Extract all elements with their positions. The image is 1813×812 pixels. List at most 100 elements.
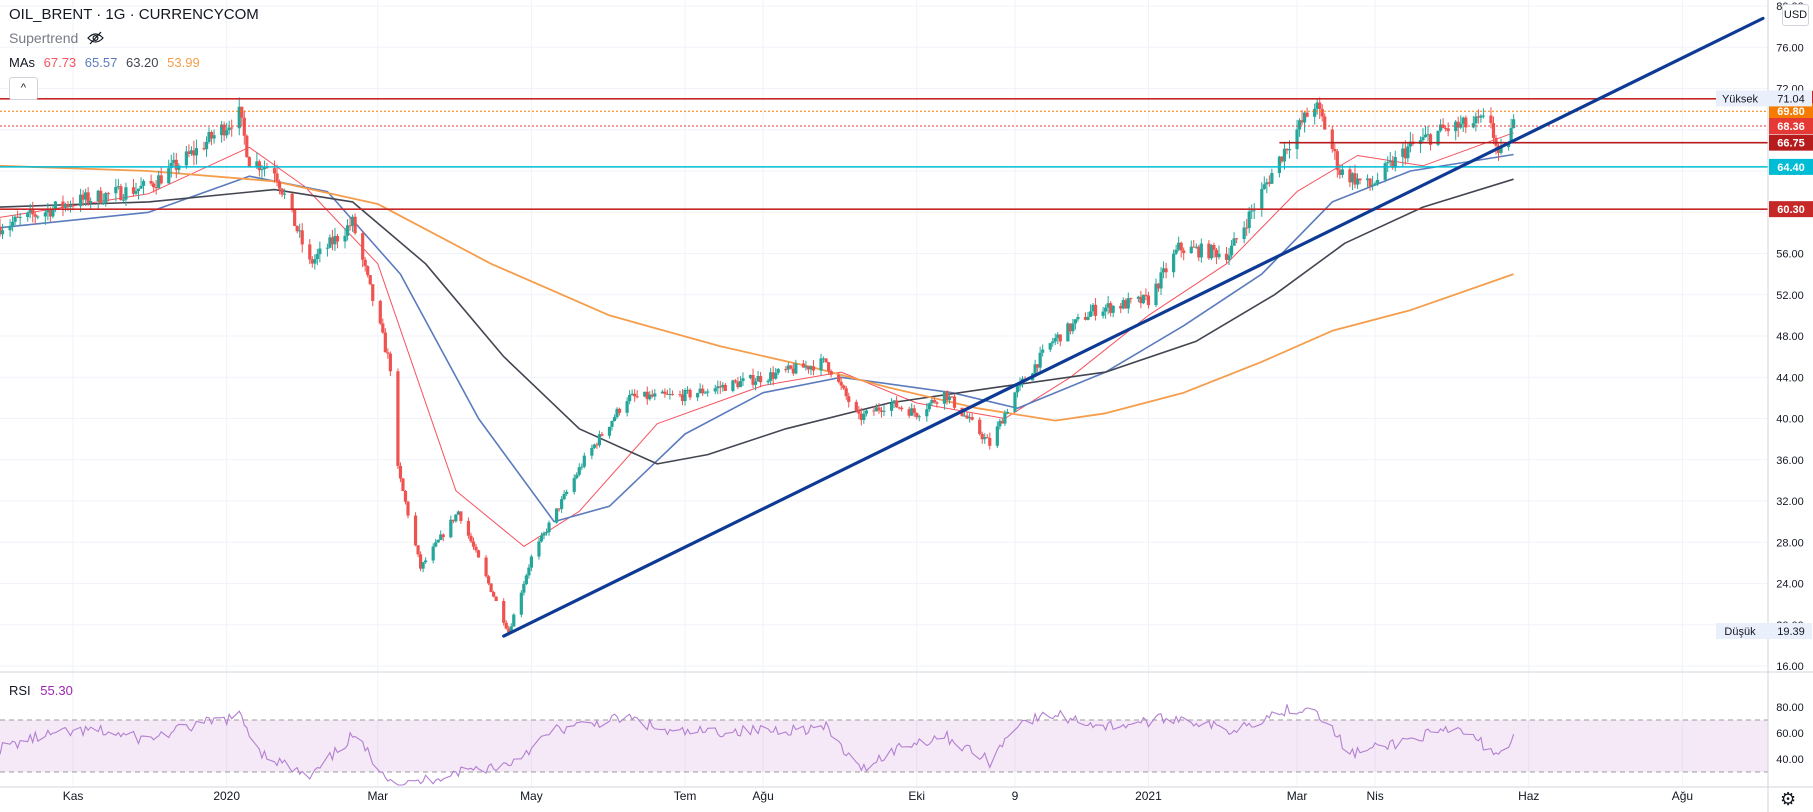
candle-body [152,183,156,188]
candle-body [413,515,418,546]
candle-body [434,542,438,547]
candle-body [560,499,564,509]
candle-body [396,371,400,466]
candle-body [1109,303,1113,313]
candle-body [363,259,367,267]
candle-body [187,151,191,155]
candle-body [748,374,753,379]
candle-body [1454,121,1458,132]
mas-label: MAs [9,55,35,70]
candle-body [1471,123,1475,128]
candle-body [1391,160,1395,168]
candle-body [1159,272,1163,289]
candle-body [1373,183,1377,185]
ma-value-1: 67.73 [43,55,77,70]
candle-body [1338,169,1342,175]
eye-crossed-icon[interactable] [87,31,104,48]
candle-body [489,583,493,593]
candle-body [104,193,108,203]
candle-body [119,186,123,201]
price-tick-label: 32.00 [1776,496,1804,508]
candle-body [204,141,209,150]
candle-body [874,407,879,412]
settings-gear-icon[interactable]: ⚙ [1780,789,1797,809]
candle-body [688,389,692,398]
candle-body [612,417,617,421]
candle-body [1270,173,1274,184]
level-tag-label: 64.40 [1777,162,1805,174]
candle-body [8,225,12,231]
candle-body [13,216,17,222]
candle-body [1355,178,1360,185]
candle-body [298,230,302,232]
indicator-name: Supertrend [9,30,79,46]
candle-body [542,532,546,536]
candle-body [512,614,516,627]
candle-body [668,394,672,396]
candle-body [149,181,153,184]
candle-body [401,478,405,491]
time-tick-label: Tem [674,789,697,803]
candle-body [169,162,173,169]
ma-value-4: 53.99 [167,55,200,70]
candle-body [46,209,50,213]
candle-body [61,201,65,208]
level-tag [1769,158,1813,175]
candle-body [1441,124,1445,129]
candle-body [809,366,813,370]
candle-body [141,181,146,186]
candle-body [1111,305,1115,313]
candle-body [16,216,20,218]
candle-body [582,455,586,467]
candle-body [925,409,929,417]
candle-body [28,209,32,213]
currency-button[interactable]: USD [1782,4,1809,26]
time-tick-label: May [520,789,543,803]
candle-body [1199,243,1203,258]
candle-body [335,235,340,242]
candle-body [1461,117,1465,124]
candle-body [192,150,196,156]
candle-body [421,562,425,569]
indicator-legend: Supertrend [9,30,109,48]
candle-body [212,135,216,139]
candle-body [595,444,599,446]
candle-body [474,546,478,551]
candle-body [1124,300,1128,309]
candle-body [844,388,848,397]
candle-body [1474,116,1478,124]
candle-body [33,214,37,217]
candle-body [900,407,904,410]
candle-body [1479,115,1483,118]
candle-body [1154,283,1158,306]
candle-body [978,419,982,434]
candle-body [872,410,876,412]
candle-body [318,248,322,255]
candle-body [811,366,816,371]
candle-body [406,501,410,516]
candle-body [628,395,632,402]
candle-body [106,193,110,195]
collapse-legend-button[interactable]: ^ [9,77,38,100]
candle-body [1499,147,1503,153]
time-tick-label: Ağu [752,789,773,803]
candle-body [1481,115,1486,117]
candle-body [670,394,675,396]
candle-body [665,393,670,395]
candle-body [935,402,939,404]
level-tag-label: 60.30 [1777,204,1805,216]
candle-body [277,181,282,189]
candle-body [1053,338,1057,342]
candle-body [716,386,720,389]
candle-body [826,362,831,371]
candle-body [255,161,259,168]
candle-body [529,556,534,568]
candle-body [89,201,93,203]
candle-body [733,380,738,382]
candle-body [124,187,128,200]
candle-body [1353,173,1357,185]
price-tick-label: 36.00 [1776,455,1804,467]
extreme-label-bg [1716,623,1812,640]
candle-body [527,567,531,576]
